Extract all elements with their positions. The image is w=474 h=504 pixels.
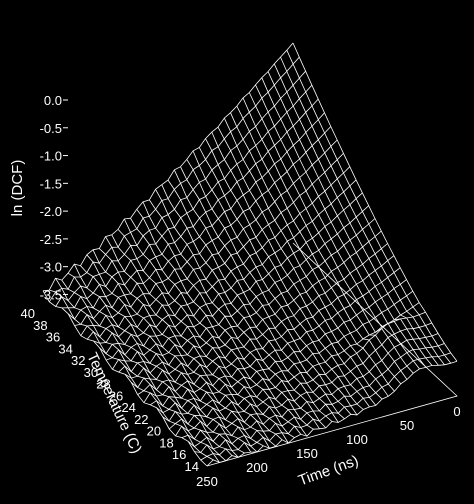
- mesh-line-time: [173, 169, 339, 423]
- mesh-line-time: [280, 56, 445, 366]
- time-tick-label: 200: [246, 460, 268, 475]
- mesh-line-time: [130, 217, 295, 438]
- mesh-line-time: [161, 184, 327, 429]
- surface-base-edge: [206, 242, 458, 467]
- mesh-line-time: [267, 71, 433, 366]
- mesh-line-time: [292, 42, 458, 362]
- mesh-line-temperature: [55, 70, 306, 307]
- mesh-line-time: [73, 263, 239, 458]
- mesh-line-time: [105, 236, 270, 449]
- z-tick-label: -2.0: [40, 204, 62, 219]
- mesh-line-time: [192, 150, 358, 416]
- mesh-line-time: [205, 138, 370, 408]
- temperature-tick-label: 32: [71, 353, 85, 368]
- mesh-line-time: [236, 105, 402, 385]
- mesh-line-time: [186, 159, 352, 415]
- mesh-line-time: [198, 147, 364, 410]
- mesh-line-time: [261, 77, 427, 368]
- mesh-line-time: [86, 254, 252, 453]
- temperature-tick-label: 24: [121, 400, 135, 415]
- mesh-line-temperature: [181, 322, 432, 440]
- mesh-line-time: [217, 126, 383, 400]
- mesh-line-time: [223, 117, 389, 397]
- temperature-tick-label: 20: [147, 424, 161, 439]
- z-tick-label: 0.0: [44, 93, 62, 108]
- mesh-line-time: [99, 248, 264, 447]
- mesh-line-time: [123, 218, 289, 444]
- mesh-line-time: [111, 234, 277, 447]
- mesh-line-time: [142, 201, 308, 437]
- mesh-line-time: [255, 84, 420, 370]
- mesh-line-time: [136, 209, 302, 435]
- mesh-line-time: [167, 179, 333, 422]
- mesh-line-time: [67, 272, 233, 456]
- mesh-line-time: [92, 249, 258, 453]
- mesh-line-time: [49, 289, 214, 461]
- mesh-line-time: [230, 112, 395, 392]
- mesh-line-temperature: [42, 42, 294, 292]
- mesh-line-time: [248, 92, 414, 374]
- temperature-tick-label: 28: [96, 377, 110, 392]
- temperature-tick-label: 30: [84, 365, 98, 380]
- mesh-line-time: [55, 277, 220, 463]
- z-tick-label: -3.5: [40, 287, 62, 302]
- time-axis-ticks: 250 200 150 100 50 0: [196, 404, 460, 489]
- time-tick-label: 250: [196, 474, 218, 489]
- z-tick-label: -0.5: [40, 121, 62, 136]
- temperature-tick-label: 34: [58, 341, 72, 356]
- z-axis-ticks: 0.0 -0.5 -1.0 -1.5 -2.0 -2.5 -3.0 -3.5: [40, 93, 68, 302]
- time-tick-label: 150: [296, 446, 318, 461]
- temperature-tick-label: 18: [159, 435, 173, 450]
- z-tick-label: -1.5: [40, 176, 62, 191]
- mesh-line-time: [42, 290, 208, 467]
- mesh-line-time: [211, 131, 377, 406]
- mesh-line-time: [117, 229, 283, 440]
- mesh-line-time: [286, 50, 452, 364]
- z-tick-label: -3.0: [40, 260, 62, 275]
- temperature-tick-label: 36: [46, 330, 60, 345]
- temperature-tick-label: 38: [33, 318, 47, 333]
- mesh-line-time: [148, 199, 314, 430]
- mesh-line-time: [242, 97, 408, 380]
- z-tick-label: -2.5: [40, 232, 62, 247]
- temperature-tick-label: 40: [21, 306, 35, 321]
- z-tick-label: -1.0: [40, 149, 62, 164]
- mesh-line-time: [80, 265, 245, 454]
- mesh-line-time: [155, 189, 320, 430]
- mesh-line-temperature: [149, 267, 401, 407]
- mesh-line-time: [61, 279, 227, 462]
- mesh-line-time: [273, 63, 439, 366]
- temperature-tick-label: 14: [185, 459, 199, 474]
- temperature-tick-label: 16: [172, 447, 186, 462]
- time-tick-label: 50: [400, 418, 414, 433]
- temperature-tick-label: 26: [109, 388, 123, 403]
- surface-mesh: [42, 42, 458, 467]
- time-tick-label: 0: [453, 404, 460, 419]
- temperature-tick-label: 22: [134, 412, 148, 427]
- z-axis-label: ln (DCF): [9, 160, 26, 217]
- time-tick-label: 100: [346, 432, 368, 447]
- mesh-line-time: [180, 166, 345, 420]
